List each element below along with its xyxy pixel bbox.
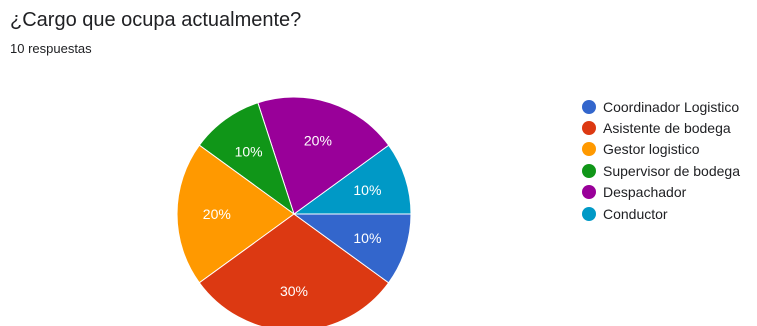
legend-label: Despachador (603, 184, 687, 201)
pie-slice-asistente-de-bodega[interactable] (198, 213, 390, 326)
chart-title: ¿Cargo que ocupa actualmente? (10, 9, 302, 31)
legend-label: Gestor logistico (603, 141, 700, 158)
pie-label-asistente-de-bodega: 30% (280, 283, 308, 299)
legend-label: Asistente de bodega (603, 120, 731, 137)
pie-label-despachador: 20% (304, 133, 332, 149)
legend-item-conductor[interactable]: Conductor (582, 203, 740, 224)
legend-swatch (582, 163, 596, 178)
chart-legend: Coordinador Logistico Asistente de bodega… (582, 96, 740, 224)
legend-item-supervisor-de-bodega[interactable]: Supervisor de bodega (582, 160, 740, 181)
legend-swatch (582, 121, 596, 136)
legend-label: Coordinador Logistico (603, 98, 740, 115)
legend-item-coordinador-logistico[interactable]: Coordinador Logistico (582, 96, 740, 117)
legend-label: Conductor (603, 205, 668, 222)
legend-item-despachador[interactable]: Despachador (582, 182, 740, 203)
pie-label-supervisor-de-bodega: 10% (235, 144, 263, 160)
legend-swatch (582, 185, 596, 200)
pie-slices (176, 96, 412, 326)
legend-item-asistente-de-bodega[interactable]: Asistente de bodega (582, 117, 740, 138)
pie-slice-conductor[interactable] (292, 144, 412, 215)
pie-labels: 10% 20% 10% 20% 30% 10% (203, 133, 382, 300)
legend-swatch (582, 142, 596, 157)
pie-label-coordinador-logistico: 10% (353, 230, 381, 246)
pie-slice-supervisor-de-bodega[interactable] (198, 102, 295, 216)
pie-slice-despachador[interactable] (257, 96, 390, 215)
legend-swatch (582, 206, 596, 221)
response-count: 10 respuestas (10, 41, 92, 56)
pie-slice-coordinador-logistico[interactable] (292, 213, 412, 284)
pie-slice-gestor-logistico[interactable] (176, 144, 295, 284)
legend-label: Supervisor de bodega (603, 162, 740, 179)
pie-label-conductor: 10% (353, 182, 381, 198)
legend-item-gestor-logistico[interactable]: Gestor logistico (582, 139, 740, 160)
legend-swatch (582, 99, 596, 114)
pie-label-gestor-logistico: 20% (203, 206, 231, 222)
